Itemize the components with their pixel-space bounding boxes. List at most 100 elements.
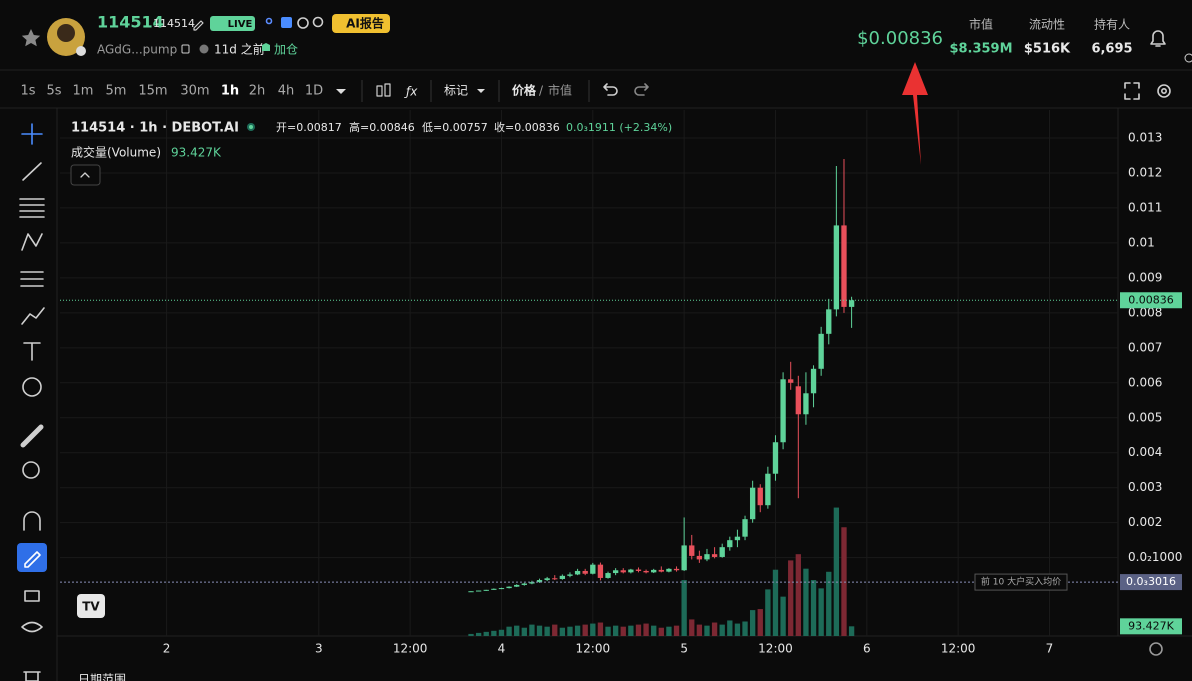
stat-value: $8.359M (949, 42, 1012, 57)
add-position[interactable]: 加仓 (274, 43, 298, 57)
axis-settings[interactable] (1149, 642, 1163, 656)
volume-bar (567, 626, 573, 636)
crosshair-tool[interactable] (21, 123, 43, 145)
volume-title: 成交量(Volume) (71, 145, 161, 160)
candle-body (826, 309, 832, 334)
brush-tool[interactable] (21, 307, 45, 325)
y-tick-label: 0.003 (1128, 480, 1162, 494)
price-change: 0.0₃1911 (+2.34%) (566, 121, 672, 134)
magnet-tool[interactable] (23, 511, 41, 531)
volume-bar (643, 623, 649, 636)
x-tick-label: 12:00 (393, 642, 428, 656)
settings-mini[interactable] (1184, 53, 1192, 63)
volume-bar (666, 626, 672, 636)
ohlc-value: 收=0.00836 (494, 120, 560, 134)
pattern-tool[interactable] (21, 233, 43, 251)
candle-body (620, 570, 626, 573)
add-icon[interactable] (262, 43, 270, 51)
copy-icon[interactable] (181, 44, 190, 54)
edit-icon[interactable] (193, 20, 204, 31)
settings-icon[interactable] (1157, 84, 1171, 98)
y-tick-label: 0.013 (1128, 130, 1162, 144)
interval-button[interactable]: 30m (180, 84, 209, 99)
token-address[interactable]: AGdG...pump (97, 43, 177, 57)
bell-icon[interactable] (1150, 30, 1166, 47)
date-range[interactable]: 日期范围 (78, 673, 126, 681)
interval-button[interactable]: 2h (249, 84, 266, 99)
volume-bar (727, 620, 733, 636)
twitter-icon[interactable] (281, 17, 292, 28)
volume-bar (529, 624, 535, 636)
last-price-label: 0.00836 (1128, 293, 1174, 306)
token-price: $0.00836 (857, 28, 943, 49)
candle-body (475, 590, 482, 592)
marks-dropdown[interactable] (477, 89, 485, 93)
interval-button[interactable]: 5m (106, 84, 127, 99)
lock-tool[interactable] (24, 590, 40, 602)
favorite-star[interactable] (21, 29, 41, 47)
x-tick-label: 3 (315, 642, 323, 656)
interval-button[interactable]: 1D (305, 84, 323, 99)
volume-bar (780, 596, 786, 636)
volume-bar (772, 569, 779, 636)
candle-type-icon[interactable] (376, 85, 383, 97)
price-toggle[interactable]: 价格 (512, 83, 537, 98)
undo-icon[interactable] (603, 83, 618, 96)
volume-bar (635, 624, 642, 636)
volume-bar (673, 625, 680, 636)
interval-button[interactable]: 1s (20, 84, 35, 99)
volume-bar (468, 633, 474, 636)
zoom-tool[interactable] (22, 461, 40, 479)
volume-bar (749, 610, 756, 636)
interval-button[interactable]: 15m (138, 84, 167, 99)
candle-type-icon2[interactable] (384, 83, 391, 97)
volume-bar (711, 622, 718, 636)
volume-bar (848, 626, 855, 636)
interval-bar: 1s 5s 1m 5m 15m 30m 1h 2h 4h 1D (20, 84, 323, 99)
y-tick-label: 0.005 (1128, 410, 1162, 424)
fib-tool[interactable] (19, 198, 45, 218)
candle-body (559, 575, 566, 579)
y-tick-label: 0.009 (1128, 270, 1162, 284)
ai-report-button[interactable] (332, 14, 390, 33)
x-tick-label: 12:00 (941, 642, 976, 656)
emoji-tool[interactable] (22, 377, 42, 397)
holder-icon[interactable] (265, 17, 273, 25)
x-tick-label: 5 (680, 642, 688, 656)
tradingview-logo[interactable] (77, 594, 105, 618)
interval-button[interactable]: 1m (73, 84, 94, 99)
buyer-average-text: 前 10 大户买入均价 (981, 576, 1061, 588)
fullscreen-icon[interactable] (1124, 82, 1140, 100)
interval-button[interactable]: 5s (46, 84, 61, 99)
volume-bar (582, 624, 588, 636)
token-name: 114514 (97, 13, 164, 32)
y-tick-label: 0.004 (1128, 445, 1162, 459)
candle-body (483, 589, 489, 591)
x-tick-label: 7 (1046, 642, 1054, 656)
interval-button[interactable]: 1h (221, 84, 239, 99)
lock-drawings-icon (24, 551, 41, 568)
ruler-tool[interactable] (20, 424, 44, 448)
trend-line-tool[interactable] (22, 162, 42, 181)
ai-report-text[interactable]: AI报告 (346, 16, 384, 31)
projection-tool[interactable] (20, 271, 44, 287)
market-cap-toggle[interactable]: 市值 (548, 83, 572, 98)
candle-body (841, 225, 847, 307)
interval-dropdown[interactable] (336, 89, 346, 94)
collapse-legend[interactable] (70, 164, 101, 186)
interval-button[interactable]: 4h (278, 84, 295, 99)
marks-button[interactable]: 标记 (444, 84, 468, 98)
indicator-icon[interactable]: ƒx (404, 85, 418, 99)
search-icon[interactable] (312, 16, 324, 28)
delete-tool[interactable] (23, 671, 41, 681)
settings-icon-core[interactable] (1161, 88, 1168, 95)
web-icon[interactable] (297, 17, 309, 29)
volume-bar (681, 580, 687, 636)
token-ticker: 114514 (153, 17, 195, 30)
text-tool[interactable] (23, 342, 41, 361)
visibility-tool[interactable] (21, 621, 43, 633)
candle-body (658, 569, 664, 572)
redo-icon[interactable] (634, 83, 649, 96)
candle-body (788, 379, 794, 383)
